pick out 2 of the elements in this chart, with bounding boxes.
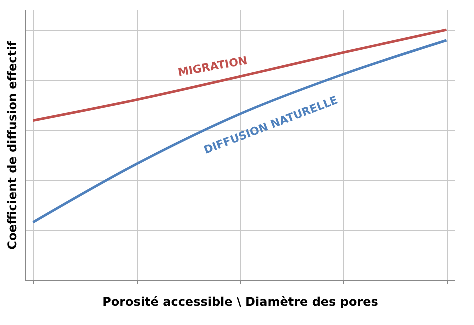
x-axis-title: Porosité accessible \ Diamètre des pores xyxy=(102,295,378,309)
y-axis-title: Coefficient de diffusion effectif xyxy=(6,40,20,250)
